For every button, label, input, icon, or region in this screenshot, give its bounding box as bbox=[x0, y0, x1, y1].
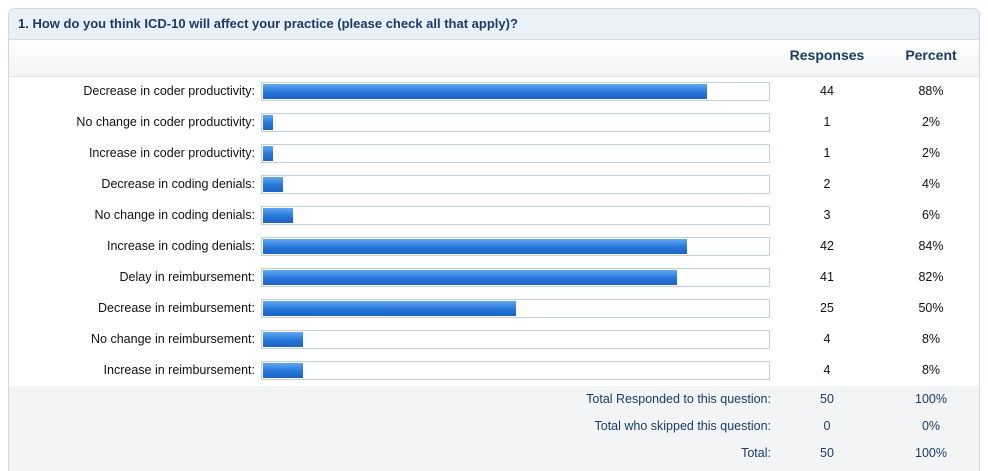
bar-fill bbox=[263, 115, 273, 130]
totals-label: Total Responded to this question: bbox=[586, 392, 771, 406]
bar-fill bbox=[263, 301, 516, 316]
response-percent: 88% bbox=[918, 84, 944, 98]
table-row: No change in coding denials: 3 6% bbox=[9, 200, 979, 231]
answer-label: No change in reimbursement: bbox=[91, 332, 255, 346]
column-headers: Responses Percent bbox=[9, 40, 979, 77]
response-count: 1 bbox=[823, 115, 831, 129]
table-row: Decrease in coding denials: 2 4% bbox=[9, 169, 979, 200]
bar-fill bbox=[263, 177, 283, 192]
table-row: No change in reimbursement: 4 8% bbox=[9, 324, 979, 355]
bar-track bbox=[261, 330, 770, 349]
totals-value: 50 bbox=[820, 446, 834, 460]
bar-fill bbox=[263, 208, 293, 223]
totals-row: Total Responded to this question: 50 100% bbox=[9, 386, 979, 413]
table-row: No change in coder productivity: 1 2% bbox=[9, 107, 979, 138]
bar-track bbox=[261, 175, 770, 194]
answer-label: Decrease in coder productivity: bbox=[83, 84, 255, 98]
bar-track bbox=[261, 268, 770, 287]
response-count: 25 bbox=[820, 301, 834, 315]
answer-label: Decrease in coding denials: bbox=[101, 177, 255, 191]
table-row: Increase in reimbursement: 4 8% bbox=[9, 355, 979, 386]
response-percent: 6% bbox=[921, 208, 941, 222]
response-percent: 4% bbox=[921, 177, 941, 191]
percent-column-header: Percent bbox=[905, 47, 957, 63]
response-count: 1 bbox=[823, 146, 831, 160]
totals-section: Total Responded to this question: 50 100% T… bbox=[9, 386, 979, 471]
response-count: 3 bbox=[823, 208, 831, 222]
response-count: 42 bbox=[820, 239, 834, 253]
bar-track bbox=[261, 361, 770, 380]
totals-value: 0 bbox=[823, 419, 831, 433]
response-percent: 50% bbox=[918, 301, 944, 315]
table-row: Decrease in reimbursement: 25 50% bbox=[9, 293, 979, 324]
totals-row: Total: 50 100% bbox=[9, 440, 979, 467]
response-count: 4 bbox=[823, 363, 831, 377]
bar-fill bbox=[263, 146, 273, 161]
answer-label: Decrease in reimbursement: bbox=[97, 301, 255, 315]
totals-label: Total who skipped this question: bbox=[594, 419, 772, 433]
answer-label: Delay in reimbursement: bbox=[119, 270, 255, 284]
bar-track bbox=[261, 206, 770, 225]
bar-fill bbox=[263, 84, 707, 99]
bar-fill bbox=[263, 239, 687, 254]
response-count: 2 bbox=[823, 177, 831, 191]
bar-track bbox=[261, 144, 770, 163]
table-row: Decrease in coder productivity: 44 88% bbox=[9, 76, 979, 107]
bar-fill bbox=[263, 270, 677, 285]
response-percent: 8% bbox=[921, 332, 941, 346]
response-bar-chart: Decrease in coder productivity: 44 88% No c… bbox=[9, 76, 979, 386]
bar-track bbox=[261, 82, 770, 101]
totals-percent: 0% bbox=[921, 419, 941, 433]
response-count: 41 bbox=[820, 270, 834, 284]
response-count: 4 bbox=[823, 332, 831, 346]
response-percent: 2% bbox=[921, 146, 941, 160]
totals-value: 50 bbox=[820, 392, 834, 406]
question-title: 1. How do you think ICD-10 will affect y… bbox=[9, 9, 979, 40]
answer-label: Increase in coder productivity: bbox=[88, 146, 255, 160]
response-percent: 2% bbox=[921, 115, 941, 129]
totals-percent: 100% bbox=[915, 392, 947, 406]
responses-column-header: Responses bbox=[789, 47, 865, 63]
table-row: Increase in coding denials: 42 84% bbox=[9, 231, 979, 262]
bar-fill bbox=[263, 363, 303, 378]
response-percent: 82% bbox=[918, 270, 944, 284]
totals-label: Total: bbox=[741, 446, 771, 460]
response-count: 44 bbox=[820, 84, 834, 98]
answer-label: No change in coder productivity: bbox=[76, 115, 255, 129]
bar-track bbox=[261, 237, 770, 256]
question-panel: 1. How do you think ICD-10 will affect y… bbox=[8, 8, 980, 471]
table-row: Delay in reimbursement: 41 82% bbox=[9, 262, 979, 293]
response-percent: 8% bbox=[921, 363, 941, 377]
totals-row: Total who skipped this question: 0 0% bbox=[9, 413, 979, 440]
bar-fill bbox=[263, 332, 303, 347]
response-percent: 84% bbox=[918, 239, 944, 253]
answer-label: Increase in coding denials: bbox=[106, 239, 255, 253]
totals-percent: 100% bbox=[915, 446, 947, 460]
answer-label: Increase in reimbursement: bbox=[103, 363, 255, 377]
bar-track bbox=[261, 113, 770, 132]
bar-track bbox=[261, 299, 770, 318]
answer-label: No change in coding denials: bbox=[94, 208, 255, 222]
table-row: Increase in coder productivity: 1 2% bbox=[9, 138, 979, 169]
